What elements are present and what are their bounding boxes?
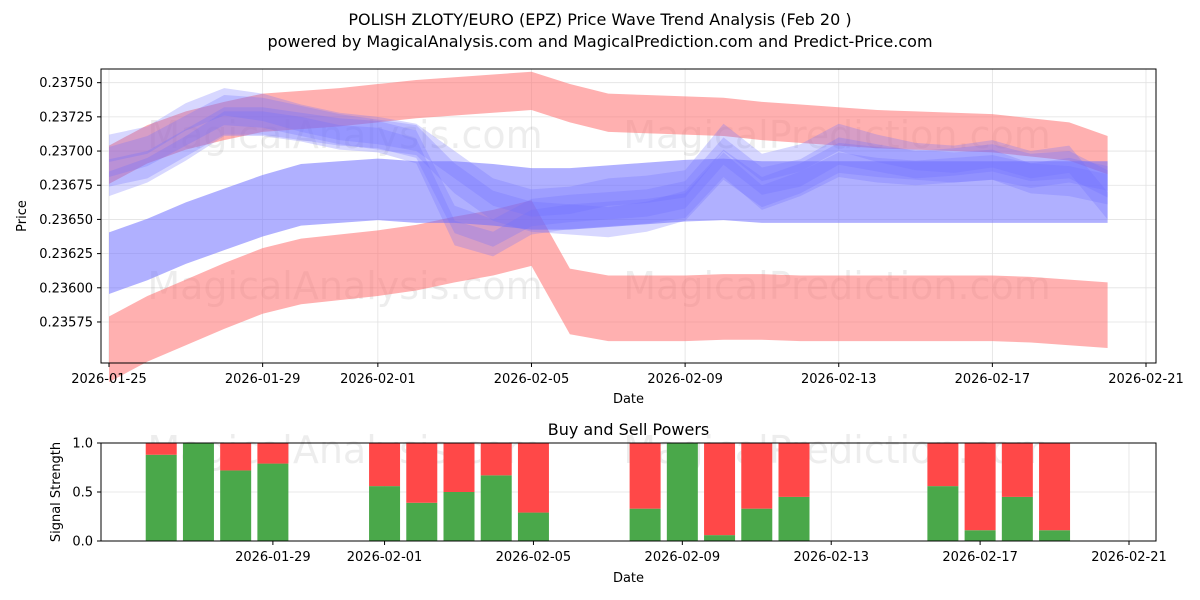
buy-bar bbox=[629, 508, 661, 541]
y-tick-label: 1.0 bbox=[72, 437, 93, 452]
sell-bar bbox=[443, 443, 475, 492]
buy-bar bbox=[927, 486, 959, 541]
buy-bar bbox=[1039, 530, 1071, 541]
buy-bar bbox=[220, 470, 252, 541]
sell-bar bbox=[1001, 443, 1033, 497]
blue-wave-band bbox=[109, 158, 1108, 294]
sell-bar bbox=[145, 443, 177, 455]
sell-bar bbox=[480, 443, 512, 476]
sell-bar bbox=[406, 443, 438, 503]
chart-title: POLISH ZLOTY/EURO (EPZ) Price Wave Trend… bbox=[348, 10, 852, 29]
x-tick-label: 2026-02-17 bbox=[942, 550, 1018, 565]
sell-bar bbox=[257, 443, 289, 464]
sell-bar bbox=[778, 443, 810, 497]
buy-bar bbox=[741, 508, 773, 541]
x-tick-label: 2026-02-21 bbox=[1091, 550, 1167, 565]
y-tick-label: 0.23625 bbox=[39, 247, 93, 262]
blue-wave-band bbox=[109, 111, 1108, 257]
main-plot-frame bbox=[100, 68, 1157, 364]
sell-bar bbox=[927, 443, 959, 487]
x-axis-label: Date bbox=[613, 571, 644, 586]
y-tick-label: 0.23725 bbox=[39, 110, 93, 125]
x-tick-label: 2026-02-05 bbox=[494, 372, 570, 387]
sell-bar bbox=[1039, 443, 1071, 531]
x-tick-label: 2026-02-01 bbox=[347, 550, 423, 565]
sell-bar bbox=[704, 443, 736, 536]
buy-bar bbox=[666, 443, 698, 541]
y-tick-label: 0.0 bbox=[72, 535, 93, 550]
buy-bar bbox=[257, 463, 289, 541]
buy-bar bbox=[182, 443, 214, 541]
y-tick-label: 0.23650 bbox=[39, 213, 93, 228]
chart-subtitle: powered by MagicalAnalysis.com and Magic… bbox=[267, 32, 933, 51]
x-tick-label: 2026-01-29 bbox=[225, 372, 301, 387]
blue-wave-band bbox=[109, 107, 1108, 247]
sell-bar bbox=[220, 443, 252, 471]
sell-bar bbox=[964, 443, 996, 531]
y-tick-label: 0.23750 bbox=[39, 76, 93, 91]
x-tick-label: 2026-02-13 bbox=[793, 550, 869, 565]
x-axis-label: Date bbox=[613, 392, 644, 407]
x-tick-label: 2026-02-13 bbox=[801, 372, 877, 387]
sell-bar bbox=[741, 443, 773, 509]
x-tick-label: 2026-01-29 bbox=[235, 550, 311, 565]
y-tick-label: 0.23675 bbox=[39, 179, 93, 194]
buy-bar bbox=[369, 486, 401, 541]
buy-bar bbox=[145, 454, 177, 541]
bar-chart-title: Buy and Sell Powers bbox=[548, 420, 710, 439]
x-tick-label: 2026-02-05 bbox=[496, 550, 572, 565]
y-tick-label: 0.23575 bbox=[39, 315, 93, 330]
y-axis-label: Price bbox=[15, 200, 30, 232]
buy-bar bbox=[443, 492, 475, 541]
x-tick-label: 2026-02-21 bbox=[1108, 372, 1184, 387]
sell-bar bbox=[369, 443, 401, 487]
blue-wave-band bbox=[109, 94, 1108, 238]
blue-wave-band bbox=[109, 88, 1108, 220]
x-tick-label: 2026-02-01 bbox=[340, 372, 416, 387]
y-axis-label: Signal Strength bbox=[49, 442, 64, 542]
x-tick-label: 2026-02-17 bbox=[955, 372, 1031, 387]
red-trend-band bbox=[109, 200, 1108, 383]
sell-bar bbox=[517, 443, 549, 513]
buy-bar bbox=[964, 530, 996, 541]
buy-bar bbox=[406, 502, 438, 541]
buy-bar bbox=[1001, 496, 1033, 541]
x-tick-label: 2026-02-09 bbox=[645, 550, 721, 565]
y-tick-label: 0.23700 bbox=[39, 145, 93, 160]
buy-bar bbox=[778, 496, 810, 541]
x-tick-label: 2026-02-09 bbox=[647, 372, 723, 387]
buy-bar bbox=[517, 512, 549, 541]
y-tick-label: 0.23600 bbox=[39, 281, 93, 296]
buy-bar bbox=[480, 475, 512, 541]
y-tick-label: 0.5 bbox=[72, 486, 93, 501]
red-trend-band bbox=[109, 71, 1108, 184]
buy-bar bbox=[704, 535, 736, 541]
x-tick-label: 2026-01-25 bbox=[71, 372, 147, 387]
sell-bar bbox=[629, 443, 661, 509]
